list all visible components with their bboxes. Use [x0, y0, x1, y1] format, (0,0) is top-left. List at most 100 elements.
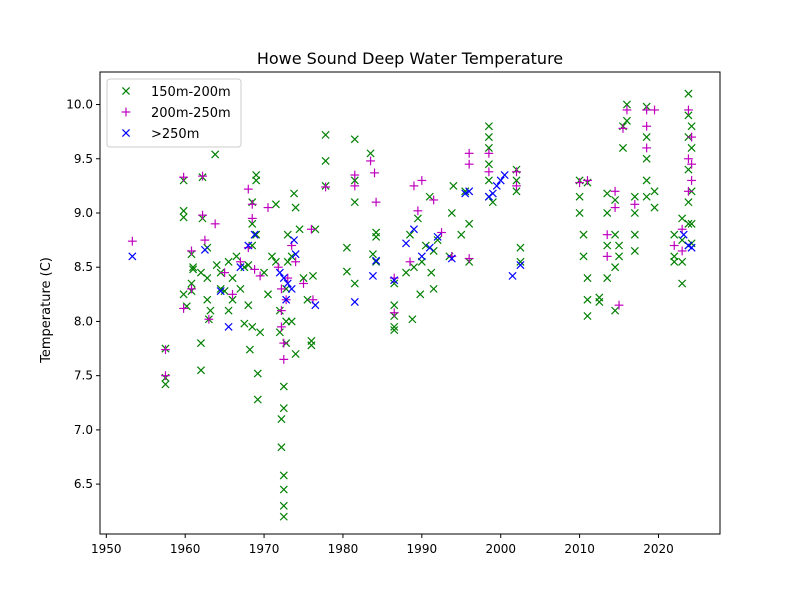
data-point — [291, 349, 300, 358]
data-point — [611, 306, 620, 315]
data-point — [283, 279, 292, 288]
data-point — [350, 135, 359, 144]
x-tick-label: 2010 — [564, 542, 595, 556]
data-point — [196, 366, 205, 375]
data-point — [461, 187, 470, 196]
data-point — [128, 252, 137, 261]
data-point — [618, 123, 628, 133]
data-point — [603, 274, 612, 283]
x-tick-label: 1970 — [249, 542, 280, 556]
data-point — [161, 345, 170, 355]
data-point — [611, 263, 620, 272]
data-point — [243, 184, 253, 194]
data-point — [684, 89, 693, 98]
data-point — [405, 230, 415, 239]
data-point — [484, 167, 494, 177]
data-point — [409, 263, 418, 272]
data-point — [684, 219, 693, 228]
data-point — [492, 181, 501, 190]
data-point — [350, 176, 359, 185]
axes: 1950 1960 1970 1980 1990 2000 2010 2020 6.5 7.0 7.… — [66, 98, 673, 556]
data-point — [366, 149, 375, 158]
data-point — [630, 199, 640, 209]
data-point — [512, 187, 521, 196]
data-point — [603, 241, 612, 250]
data-point — [433, 232, 442, 241]
data-point — [291, 257, 301, 267]
data-point — [252, 176, 261, 185]
data-point — [642, 143, 652, 153]
data-point — [429, 284, 438, 293]
data-point — [642, 192, 651, 201]
data-point — [196, 268, 205, 277]
data-point — [575, 192, 584, 201]
data-point — [684, 198, 693, 207]
data-point — [253, 395, 262, 404]
chart-title: Howe Sound Deep Water Temperature — [257, 49, 563, 68]
data-point — [684, 186, 693, 196]
data-point — [244, 261, 253, 270]
data-point — [464, 148, 474, 158]
data-point — [488, 198, 497, 207]
data-point — [277, 443, 286, 452]
data-point — [263, 290, 273, 299]
data-point — [210, 219, 220, 229]
data-point — [516, 261, 525, 270]
data-point — [484, 143, 493, 152]
data-point — [321, 156, 330, 165]
data-point — [245, 345, 254, 354]
data-point — [583, 311, 592, 321]
data-point — [350, 198, 359, 207]
data-point — [611, 230, 620, 239]
data-point — [684, 154, 693, 164]
data-point — [678, 214, 687, 223]
data-point — [670, 230, 679, 239]
data-point — [575, 178, 584, 188]
x-tick-label: 1960 — [170, 542, 201, 556]
data-point — [508, 271, 517, 280]
data-point — [303, 295, 312, 304]
data-point — [187, 279, 196, 288]
data-point — [679, 230, 688, 239]
data-point — [277, 415, 286, 424]
data-point — [642, 105, 652, 115]
data-point — [275, 268, 284, 277]
data-point — [583, 176, 592, 185]
data-point — [512, 181, 521, 191]
data-point — [295, 225, 304, 234]
data-point — [409, 181, 419, 191]
data-point — [240, 263, 249, 272]
data-point — [250, 230, 259, 239]
data-point — [516, 243, 525, 252]
data-point — [610, 203, 620, 212]
data-point — [279, 274, 288, 283]
data-point — [372, 232, 381, 241]
x-tick-label: 1980 — [328, 542, 359, 556]
y-tick-label: 7.5 — [74, 369, 93, 383]
data-point — [622, 116, 631, 125]
data-point — [189, 263, 198, 272]
legend: 150m-200m 200m-250m >250m — [106, 78, 242, 148]
data-point — [211, 150, 220, 159]
data-point — [279, 354, 289, 364]
data-point — [457, 230, 466, 239]
data-point — [622, 105, 632, 115]
data-point — [512, 167, 521, 177]
data-point — [618, 143, 628, 152]
data-point — [179, 304, 189, 313]
data-point — [500, 171, 509, 180]
data-point — [228, 295, 237, 304]
data-point — [342, 267, 351, 276]
data-point — [279, 338, 289, 348]
data-point — [687, 122, 696, 131]
data-point — [224, 306, 233, 315]
data-point — [669, 241, 679, 250]
data-point — [575, 208, 584, 218]
data-point — [161, 371, 170, 381]
data-point — [583, 274, 592, 283]
data-point — [409, 225, 418, 234]
series-3 — [128, 171, 696, 331]
data-point — [496, 176, 505, 185]
data-point — [465, 187, 474, 196]
data-point — [277, 306, 286, 315]
